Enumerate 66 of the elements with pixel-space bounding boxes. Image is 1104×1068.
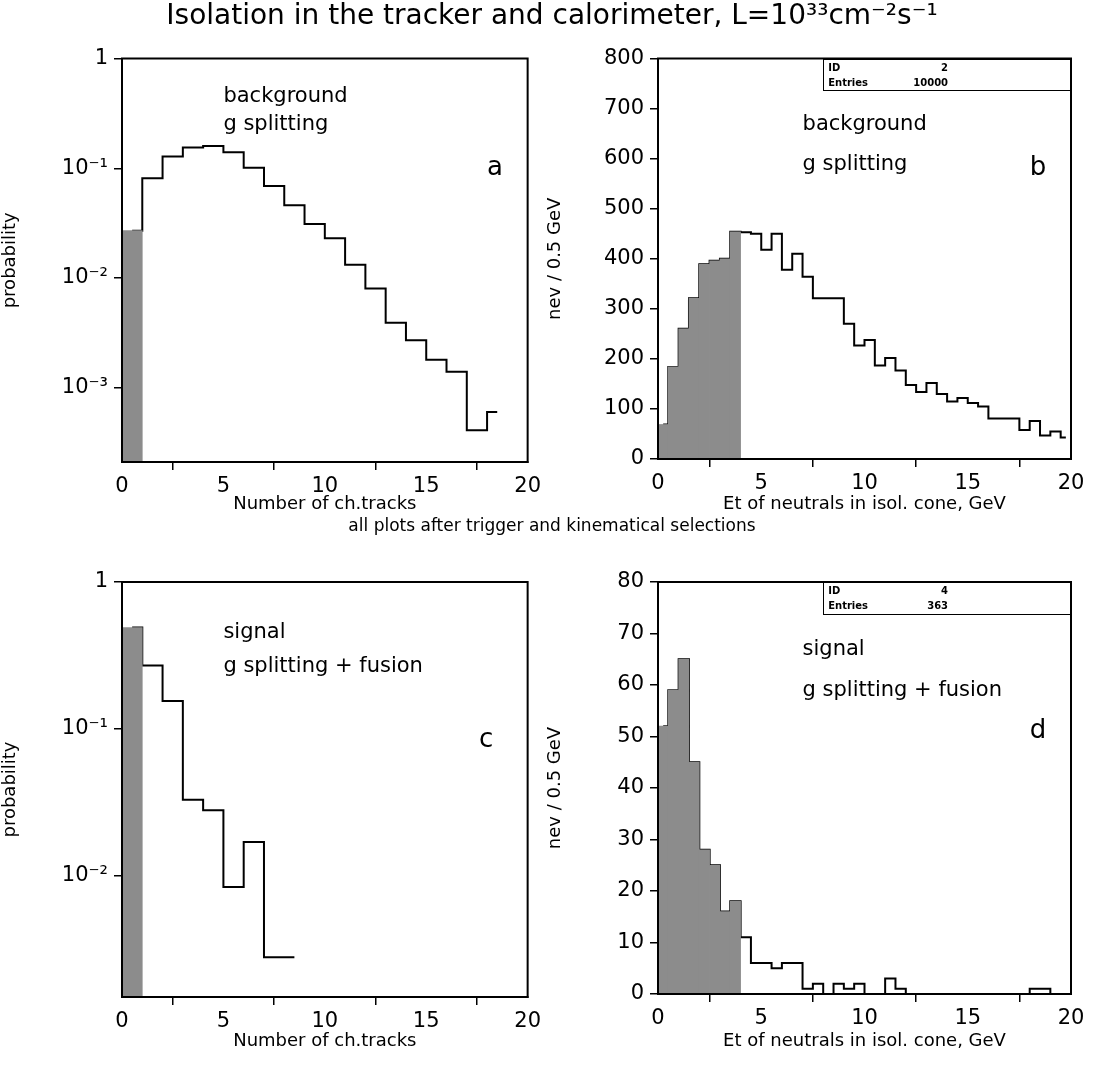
y-tick-label: 200: [603, 345, 644, 370]
y-tick-label: 500: [603, 195, 644, 220]
x-axis-title: Et of neutrals in isol. cone, GeV: [723, 1028, 1007, 1050]
y-axis-title: nev / 0.5 GeV: [543, 726, 565, 850]
x-tick-label: 20: [1057, 1005, 1085, 1030]
y-tick-label: 60: [617, 671, 644, 696]
y-tick-label: 40: [617, 774, 644, 799]
y-tick-label: 70: [617, 619, 644, 644]
x-tick-label: 0: [115, 1008, 129, 1033]
annotation: background: [223, 82, 348, 107]
annotation: d: [1029, 713, 1047, 744]
y-tick-label: 600: [603, 145, 644, 170]
x-tick-label: 10: [851, 1005, 878, 1030]
y-tick-label: 1: [94, 45, 108, 70]
y-tick-label: 10⁻³: [61, 374, 108, 399]
x-tick-label: 5: [754, 1005, 768, 1030]
annotation: Entries: [828, 600, 869, 612]
x-tick-label: 20: [1057, 470, 1085, 495]
annotation: 363: [927, 600, 949, 612]
annotation: b: [1029, 150, 1047, 181]
y-axis-title: probability: [0, 211, 20, 309]
x-tick-label: 0: [651, 1005, 665, 1030]
y-tick-label: 700: [603, 95, 644, 120]
annotation: g splitting + fusion: [802, 676, 1003, 701]
y-tick-label: 1: [94, 568, 108, 593]
chart-title: Isolation in the tracker and calorimeter, L=10³³cm⁻²s⁻¹: [165, 0, 939, 31]
annotation: a: [487, 151, 503, 182]
y-tick-label: 10⁻²: [61, 862, 108, 887]
annotation: g splitting + fusion: [223, 652, 423, 677]
annotation: g splitting: [223, 111, 329, 136]
y-tick-label: 20: [617, 877, 644, 902]
annotation: 2: [941, 61, 949, 73]
x-tick-label: 0: [651, 470, 665, 495]
annotation: 4: [941, 585, 949, 596]
y-tick-label: 10⁻¹: [61, 715, 108, 740]
x-tick-label: 15: [412, 473, 440, 498]
y-tick-label: 0: [630, 980, 644, 1005]
y-tick-label: 10⁻¹: [61, 154, 108, 179]
annotation: signal: [802, 635, 865, 660]
annotation: Entries: [828, 76, 869, 88]
annotation: c: [478, 723, 494, 754]
y-tick-label: 30: [617, 825, 644, 850]
y-tick-label: 800: [603, 45, 644, 70]
x-tick-label: 5: [216, 1008, 231, 1033]
y-tick-label: 400: [603, 245, 644, 270]
y-tick-label: 50: [617, 722, 644, 747]
y-tick-label: 0: [630, 445, 644, 470]
annotation: ID: [828, 61, 841, 73]
x-tick-label: 15: [954, 1005, 982, 1030]
chart-title: all plots after trigger and kinematical selections: [347, 515, 757, 535]
y-axis-title: probability: [0, 741, 20, 838]
x-tick-label: 5: [216, 473, 231, 498]
annotation: ID: [828, 585, 841, 596]
y-tick-label: 80: [617, 568, 644, 593]
annotation: g splitting: [802, 150, 908, 175]
y-tick-label: 300: [603, 295, 644, 320]
y-tick-label: 100: [603, 395, 644, 420]
y-tick-label: 10: [617, 928, 644, 953]
y-axis-title: nev / 0.5 GeV: [543, 196, 565, 320]
annotation: 10000: [913, 76, 949, 88]
x-tick-label: 0: [115, 473, 129, 498]
annotation: background: [802, 110, 927, 135]
y-tick-label: 10⁻²: [61, 264, 108, 289]
annotation: signal: [223, 619, 286, 644]
x-tick-label: 20: [514, 473, 542, 498]
x-tick-label: 20: [514, 1008, 542, 1033]
